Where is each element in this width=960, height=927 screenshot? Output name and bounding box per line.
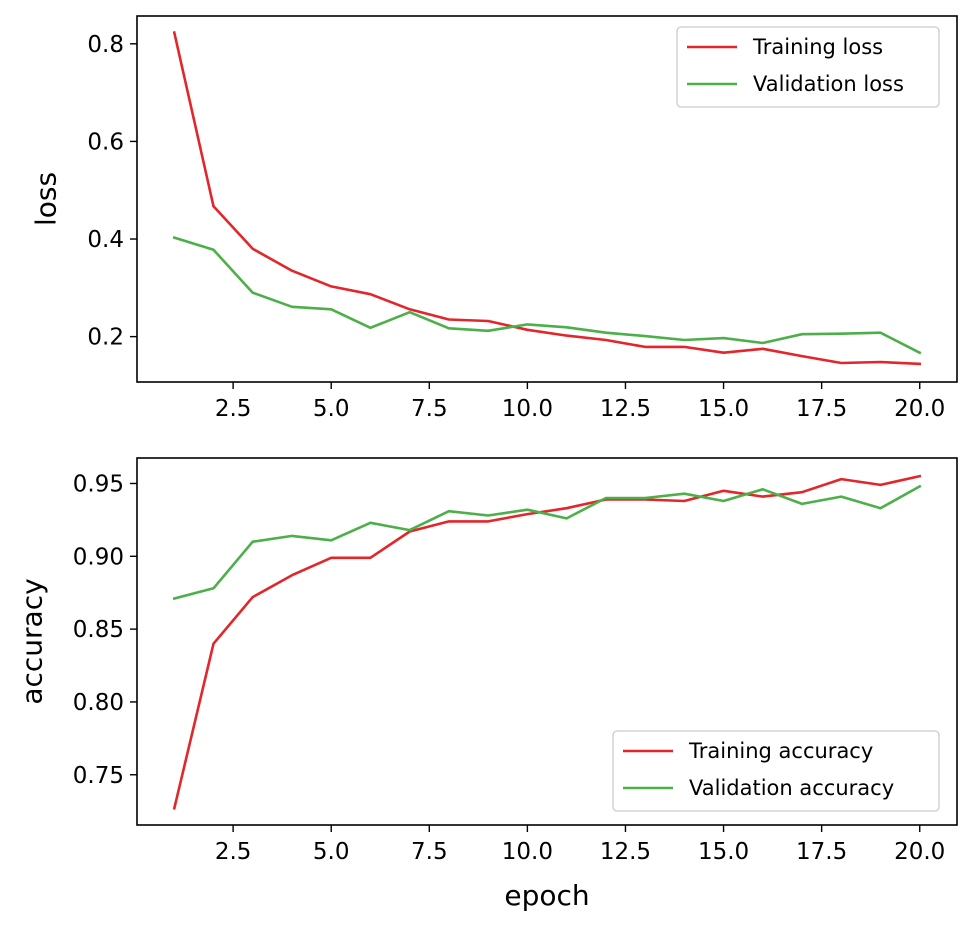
x-tick-label: 7.5 [411, 839, 448, 865]
y-axis-label: loss [30, 172, 63, 226]
series-line-training [172, 31, 922, 366]
legend-label: Training accuracy [688, 739, 873, 763]
plot-frame [136, 457, 958, 826]
y-tick-label: 0.8 [87, 32, 124, 58]
legend-box [612, 730, 940, 812]
y-tick-label: 0.85 [73, 617, 124, 643]
x-tick-label: 12.5 [600, 396, 651, 422]
x-tick-label: 10.0 [502, 839, 553, 865]
legend-label: Training loss [752, 35, 883, 59]
y-tick-label: 0.80 [73, 690, 124, 716]
x-tick-label: 15.0 [698, 396, 749, 422]
plot-frame [136, 15, 958, 383]
x-tick-label: 2.5 [215, 839, 252, 865]
x-axis-label: epoch [504, 879, 589, 912]
loss-chart: 2.5 5.0 7.5 10.0 12.5 15.0 17.5 20.0 0.2 0.4 0.6 0.… [30, 15, 958, 422]
x-tick-label: 20.0 [894, 839, 945, 865]
legend-box [676, 26, 940, 108]
y-tick-label: 0.90 [73, 544, 124, 570]
y-axis-label: accuracy [16, 578, 49, 704]
y-tick-label: 0.4 [87, 227, 124, 253]
y-tick-label: 0.75 [73, 763, 124, 789]
y-tick-label: 0.2 [87, 325, 124, 351]
series-line-training [172, 474, 922, 810]
y-tick-label: 0.95 [73, 471, 124, 497]
x-tick-label: 17.5 [796, 839, 847, 865]
series-line-validation [172, 484, 922, 601]
x-tick-label: 7.5 [411, 396, 448, 422]
x-tick-label: 15.0 [698, 839, 749, 865]
legend: Training accuracy Validation accuracy [612, 730, 940, 812]
x-tick-label: 2.5 [215, 396, 252, 422]
x-tick-label: 12.5 [600, 839, 651, 865]
y-tick-label: 0.6 [87, 129, 124, 155]
x-tick-label: 5.0 [313, 396, 350, 422]
legend-label: Validation accuracy [689, 776, 894, 800]
accuracy-chart: 2.5 5.0 7.5 10.0 12.5 15.0 17.5 20.0 0.75 0.80 0.8… [16, 457, 958, 912]
legend: Training loss Validation loss [676, 26, 940, 108]
x-tick-label: 10.0 [502, 396, 553, 422]
legend-label: Validation loss [753, 72, 904, 96]
x-tick-label: 5.0 [313, 839, 350, 865]
x-tick-label: 17.5 [796, 396, 847, 422]
series-line-validation [172, 235, 922, 355]
x-tick-label: 20.0 [894, 396, 945, 422]
